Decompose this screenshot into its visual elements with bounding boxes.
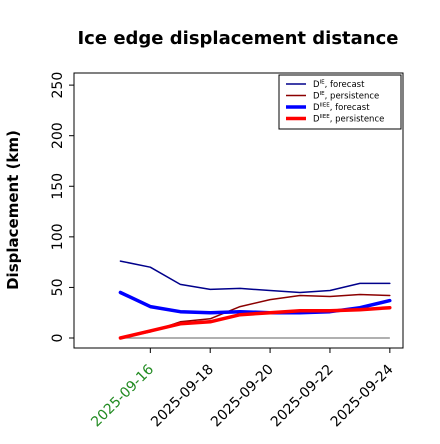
series-line-2	[119, 293, 391, 339]
y-tick-label: 200	[50, 122, 66, 149]
y-tick-label: 50	[50, 279, 66, 297]
legend-label-1: DIE, forecast	[313, 80, 365, 91]
series-line-1	[119, 260, 391, 294]
y-tick-label: 250	[50, 72, 66, 99]
legend-label-2: DIE, persistence	[313, 91, 379, 102]
x-tick-label: 2025-09-24	[328, 361, 397, 430]
legend-label-4: DIIEE, persistence	[313, 114, 384, 125]
x-tick-label: 2025-09-18	[148, 362, 217, 431]
y-tick-label: 100	[50, 223, 66, 250]
plot-frame	[73, 72, 404, 349]
x-tick-label: 2025-09-16	[88, 361, 157, 430]
chart-title: Ice edge displacement distance	[77, 28, 398, 49]
series-line-4	[118, 305, 392, 340]
legend-label-3: DIIEE, forecast	[313, 103, 370, 114]
x-tick-label: 2025-09-22	[268, 362, 337, 431]
y-axis-label: Displacement (km)	[4, 130, 22, 290]
x-axis: 2025-09-162025-09-182025-09-202025-09-22…	[88, 348, 397, 431]
y-tick-label: 150	[50, 173, 66, 200]
y-axis: 0 50 100 150 200 250	[50, 72, 74, 343]
x-tick-label: 2025-09-20	[208, 362, 277, 431]
y-tick-label: 0	[50, 334, 66, 343]
plot-area	[73, 72, 404, 349]
